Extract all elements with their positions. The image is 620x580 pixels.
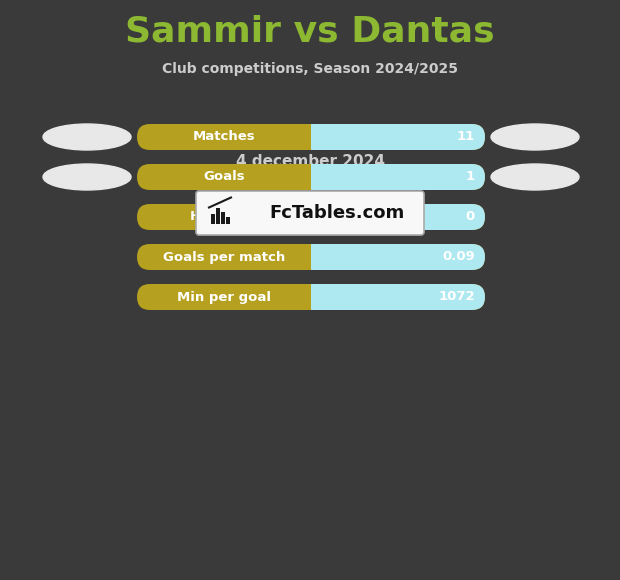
Text: FcTables.com: FcTables.com xyxy=(270,204,405,222)
FancyBboxPatch shape xyxy=(137,204,485,230)
Ellipse shape xyxy=(491,124,579,150)
FancyBboxPatch shape xyxy=(196,191,424,235)
FancyBboxPatch shape xyxy=(137,124,485,150)
Bar xyxy=(216,208,220,223)
Text: Min per goal: Min per goal xyxy=(177,291,271,303)
FancyBboxPatch shape xyxy=(137,164,485,190)
Text: 1: 1 xyxy=(466,171,475,183)
Text: Matches: Matches xyxy=(193,130,255,143)
Ellipse shape xyxy=(43,124,131,150)
Ellipse shape xyxy=(491,164,579,190)
FancyBboxPatch shape xyxy=(311,284,485,310)
Bar xyxy=(311,204,324,230)
Ellipse shape xyxy=(43,164,131,190)
Bar xyxy=(226,216,230,223)
Text: 4 december 2024: 4 december 2024 xyxy=(236,154,384,169)
FancyBboxPatch shape xyxy=(311,204,485,230)
Text: Goals: Goals xyxy=(203,171,245,183)
Bar xyxy=(221,212,225,223)
FancyBboxPatch shape xyxy=(311,164,485,190)
Text: Sammir vs Dantas: Sammir vs Dantas xyxy=(125,14,495,48)
Text: Hattricks: Hattricks xyxy=(190,211,259,223)
FancyBboxPatch shape xyxy=(137,244,485,270)
FancyBboxPatch shape xyxy=(137,284,485,310)
Text: Club competitions, Season 2024/2025: Club competitions, Season 2024/2025 xyxy=(162,62,458,76)
FancyBboxPatch shape xyxy=(311,124,485,150)
Text: Goals per match: Goals per match xyxy=(163,251,285,263)
Text: 11: 11 xyxy=(457,130,475,143)
Bar xyxy=(311,164,324,190)
Bar xyxy=(311,284,324,310)
Bar xyxy=(211,213,215,223)
Text: 0: 0 xyxy=(466,211,475,223)
Text: 1072: 1072 xyxy=(438,291,475,303)
FancyBboxPatch shape xyxy=(311,244,485,270)
Bar xyxy=(311,244,324,270)
Bar xyxy=(311,124,324,150)
Text: 0.09: 0.09 xyxy=(442,251,475,263)
